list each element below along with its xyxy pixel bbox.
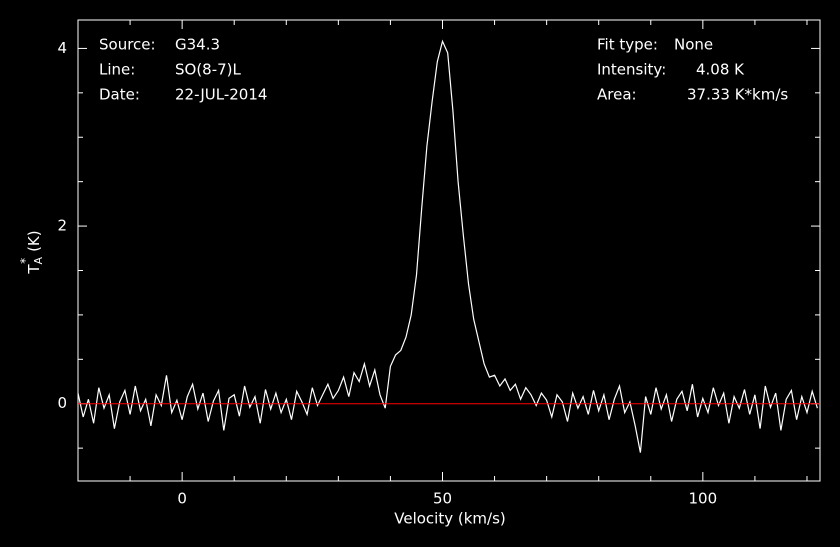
y-label-main: T	[25, 264, 43, 275]
annotation-value: G34.3	[175, 36, 220, 54]
plot-frame	[77, 19, 821, 482]
annotation-value: 22-JUL-2014	[175, 86, 267, 104]
annotation-value: SO(8-7)L	[175, 61, 242, 79]
y-axis-label: TA* (K)	[18, 230, 46, 274]
annotation-value: 4.08 K	[696, 61, 745, 79]
annotation-label: Area:	[597, 86, 637, 104]
annotation-label: Source:	[99, 36, 156, 54]
annotation-value: None	[674, 36, 713, 54]
spectrum-line	[77, 39, 818, 453]
annotation-label: Fit type:	[597, 36, 658, 54]
x-tick-label: 100	[689, 490, 718, 508]
y-label-sup: *	[18, 258, 32, 264]
y-tick-label: 4	[57, 39, 67, 57]
x-tick-label: 50	[433, 490, 452, 508]
x-tick-label: 0	[177, 490, 187, 508]
y-label-unit: (K)	[25, 230, 43, 252]
x-axis-label: Velocity (km/s)	[394, 510, 505, 528]
annotation-label: Date:	[99, 86, 140, 104]
annotation-label: Intensity:	[597, 61, 666, 79]
y-label-sub: A	[32, 256, 45, 264]
y-tick-label: 0	[57, 394, 67, 412]
annotation-value: 37.33 K*km/s	[687, 86, 788, 104]
y-tick-label: 2	[57, 217, 67, 235]
annotation-label: Line:	[99, 61, 135, 79]
